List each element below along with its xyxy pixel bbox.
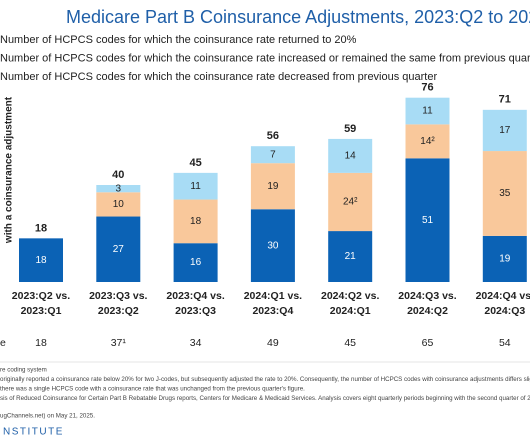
total-label: 18 xyxy=(35,222,47,234)
legend-label: Number of HCPCS codes for which the coin… xyxy=(0,52,530,64)
value-label: 7 xyxy=(270,149,276,160)
bar-segment xyxy=(96,192,141,217)
value-label: 18 xyxy=(35,255,47,266)
total-label: 45 xyxy=(189,157,201,169)
bar-segment xyxy=(173,199,218,244)
x-tick-line: 2024:Q1 xyxy=(330,305,371,317)
bar-segment xyxy=(250,209,295,282)
bar-segment xyxy=(482,151,527,236)
x-tick-line: 2024:Q3 vs. xyxy=(398,290,456,302)
value-label: 35 xyxy=(499,188,511,199)
bottom-row-value: 45 xyxy=(344,337,356,349)
bar-segment xyxy=(482,235,527,282)
value-label: 27 xyxy=(113,244,125,255)
bar-segment xyxy=(328,138,373,173)
x-tick-label: 2023:Q4 vs. 2023:Q3 xyxy=(166,290,224,317)
bottom-row-label: e xyxy=(0,337,6,349)
legend-label: Number of HCPCS codes for which the coin… xyxy=(0,34,357,46)
x-tick-line: 2023:Q4 vs. xyxy=(166,290,224,302)
total-label: 71 xyxy=(499,94,511,106)
bottom-row-value: 37¹ xyxy=(111,337,127,349)
value-label: 14² xyxy=(420,136,435,147)
footnote: originally reported a coinsurance rate b… xyxy=(0,376,530,383)
footnote: there was a single HCPCS code with a coi… xyxy=(0,386,305,393)
bar-segment xyxy=(250,163,295,210)
bottom-row-value: 18 xyxy=(35,337,47,349)
value-label: 19 xyxy=(499,254,511,265)
x-tick-line: 2023:Q2 xyxy=(98,305,139,317)
value-label: 17 xyxy=(499,125,511,136)
total-label: 40 xyxy=(112,169,124,181)
x-tick-label: 2023:Q3 vs. 2023:Q2 xyxy=(89,290,147,317)
value-label: 51 xyxy=(422,215,434,226)
legend-label: Number of HCPCS codes for which the coin… xyxy=(0,71,437,83)
footnote: sis of Reduced Coinsurance for Certain P… xyxy=(0,395,530,402)
x-tick-label: 2024:Q3 vs. 2024:Q2 xyxy=(398,290,456,317)
value-label: 18 xyxy=(190,216,202,227)
value-label: 11 xyxy=(422,106,433,117)
value-label: 21 xyxy=(345,251,357,262)
x-tick-line: 2024:Q2 vs. xyxy=(321,290,379,302)
value-label: 10 xyxy=(113,199,125,210)
x-tick-line: 2024:Q4 vs. xyxy=(476,290,530,302)
bar-segment xyxy=(328,172,373,232)
x-tick-label: 2023:Q2 vs. 2023:Q1 xyxy=(12,290,70,317)
x-tick-line: 2023:Q3 xyxy=(175,305,216,317)
total-label: 59 xyxy=(344,123,356,135)
bar-segment xyxy=(173,243,218,282)
value-label: 19 xyxy=(267,181,279,192)
bar-segment xyxy=(328,231,373,282)
x-tick-line: 2023:Q3 vs. xyxy=(89,290,147,302)
x-tick-label: 2024:Q4 vs. 2024:Q3 xyxy=(476,290,530,317)
bottom-row-value: 65 xyxy=(422,337,434,349)
value-label: 24² xyxy=(343,197,358,208)
bar-segment xyxy=(405,158,450,282)
x-tick-line: 2024:Q3 xyxy=(484,305,525,317)
x-tick-line: 2024:Q1 vs. xyxy=(244,290,302,302)
bottom-row-value: 34 xyxy=(190,337,202,349)
x-tick-label: 2024:Q1 vs. 2023:Q4 xyxy=(244,290,302,317)
total-label: 56 xyxy=(267,130,279,142)
footnote: ugChannels.net) on May 21, 2025. xyxy=(0,413,95,420)
value-label: 30 xyxy=(267,240,279,251)
bar-segment xyxy=(173,172,218,200)
x-tick-line: 2023:Q2 vs. xyxy=(12,290,70,302)
value-label: 3 xyxy=(116,183,122,194)
x-tick-line: 2023:Q1 xyxy=(21,305,62,317)
y-axis-label: with a coinsurance adjustment xyxy=(4,96,15,244)
total-label: 76 xyxy=(421,82,433,94)
bar-segment xyxy=(96,216,141,282)
bottom-row-value: 49 xyxy=(267,337,279,349)
x-tick-label: 2024:Q2 vs. 2024:Q1 xyxy=(321,290,379,317)
bar-segment xyxy=(482,109,527,152)
chart-title: Medicare Part B Coinsurance Adjustments,… xyxy=(66,7,530,27)
value-label: 16 xyxy=(190,257,202,268)
footnote: re coding system xyxy=(0,367,47,374)
value-label: 11 xyxy=(190,181,201,192)
bar-segment xyxy=(405,124,450,159)
x-tick-line: 2024:Q2 xyxy=(407,305,448,317)
logo: NSTITUTE xyxy=(3,427,64,438)
bar-segment xyxy=(19,238,63,282)
value-label: 14 xyxy=(345,151,357,162)
bar-segment xyxy=(96,185,141,193)
bottom-row-value: 54 xyxy=(499,337,511,349)
x-tick-line: 2023:Q4 xyxy=(252,305,293,317)
bar-segment xyxy=(250,146,295,164)
bar-segment xyxy=(405,97,450,125)
